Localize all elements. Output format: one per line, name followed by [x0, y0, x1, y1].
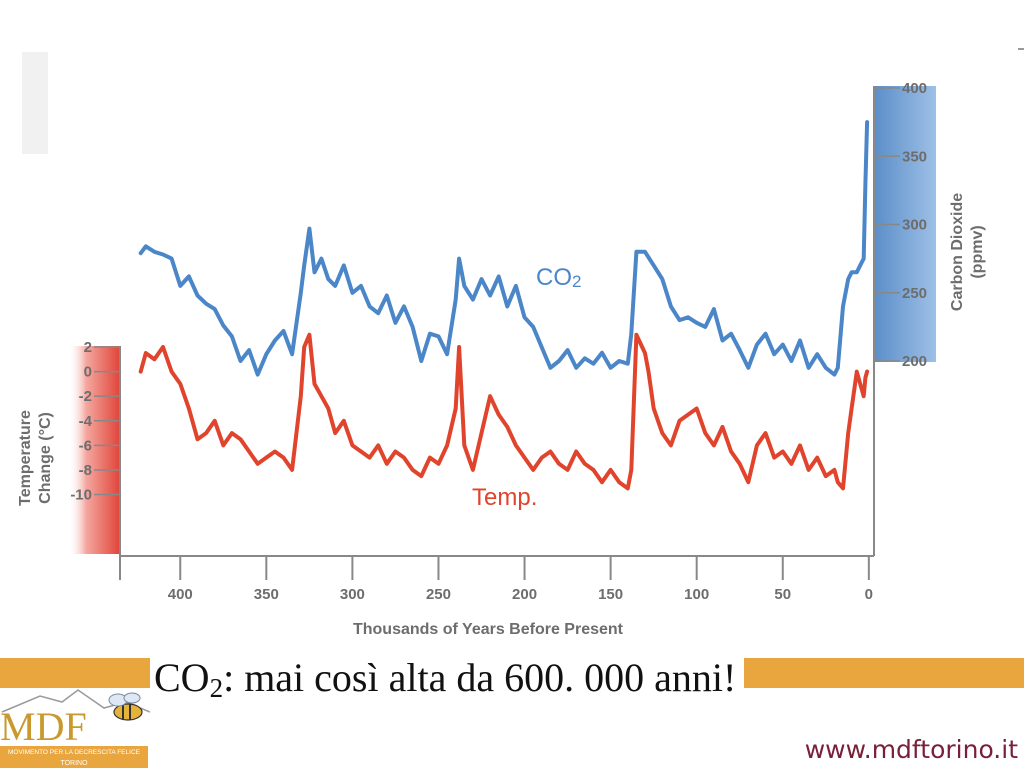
temperature-tick-label: -8 — [79, 462, 92, 479]
mdf-logo: MDF MOVIMENTO PER LA DECRESCITA FELICE T… — [0, 689, 150, 768]
edge-mark — [1018, 48, 1024, 50]
co2-tick-label: 350 — [902, 148, 927, 165]
caption-subscript: 2 — [209, 673, 224, 703]
co2-tick-label: 300 — [902, 217, 927, 234]
svg-text:(ppmv): (ppmv) — [969, 225, 986, 278]
x-tick-label: 50 — [774, 586, 791, 603]
co2-tick-label: 400 — [902, 80, 927, 97]
co2-axis-title: Carbon Dioxide (ppmv) — [949, 193, 986, 311]
co2-axis-ticks: 400 350 300 250 200 — [874, 80, 927, 370]
co2-tick-label: 250 — [902, 285, 927, 302]
co2-series-label: CO2 — [536, 264, 581, 291]
temperature-tick-label: -2 — [79, 388, 92, 405]
logo-letters: MDF — [0, 704, 87, 749]
co2-series-line — [138, 120, 870, 377]
logo-strip — [0, 746, 148, 768]
logo-city: TORINO — [60, 760, 88, 767]
temperature-series-line — [138, 332, 870, 491]
logo-subtitle: MOVIMENTO PER LA DECRESCITA FELICE — [8, 749, 141, 756]
x-tick-label: 100 — [684, 586, 709, 603]
temperature-tick-label: 0 — [84, 364, 92, 381]
footer-url-link[interactable]: www.mdftorino.it — [804, 735, 1018, 764]
temperature-tick-label: -4 — [79, 413, 93, 430]
temperature-axis-band — [68, 346, 120, 554]
x-axis-title: Thousands of Years Before Present — [353, 621, 624, 638]
caption-main: CO — [154, 655, 210, 700]
x-tick-label: 0 — [865, 586, 873, 603]
x-axis-ticks: 400 350 300 250 200 150 100 50 0 — [168, 556, 873, 603]
slide-caption: CO2: mai così alta da 600. 000 anni! — [150, 654, 745, 703]
temperature-axis-title: Temperature Change (°C) — [17, 410, 54, 506]
caption-rest: : mai così alta da 600. 000 anni! — [223, 655, 737, 700]
svg-text:Carbon Dioxide: Carbon Dioxide — [949, 193, 966, 311]
co2-temperature-chart: 400 350 300 250 200 150 100 50 0 2 0 -2 -4 -6 -8 -10 4… — [17, 48, 1024, 638]
x-tick-label: 350 — [254, 586, 279, 603]
temperature-axis-ticks: 2 0 -2 -4 -6 -8 -10 — [70, 339, 120, 504]
x-tick-label: 300 — [340, 586, 365, 603]
faint-watermark — [22, 52, 48, 154]
temperature-tick-label: -6 — [79, 437, 92, 454]
temperature-tick-label: -10 — [70, 487, 92, 504]
x-tick-label: 200 — [512, 586, 537, 603]
x-tick-label: 150 — [598, 586, 623, 603]
svg-text:Change (°C): Change (°C) — [37, 412, 54, 504]
svg-text:Temperature: Temperature — [17, 410, 34, 506]
x-tick-label: 400 — [168, 586, 193, 603]
x-tick-label: 250 — [426, 586, 451, 603]
co2-tick-label: 200 — [902, 353, 927, 370]
temperature-tick-label: 2 — [84, 339, 92, 356]
bee-icon — [108, 692, 143, 721]
temperature-series-label: Temp. — [472, 484, 537, 511]
